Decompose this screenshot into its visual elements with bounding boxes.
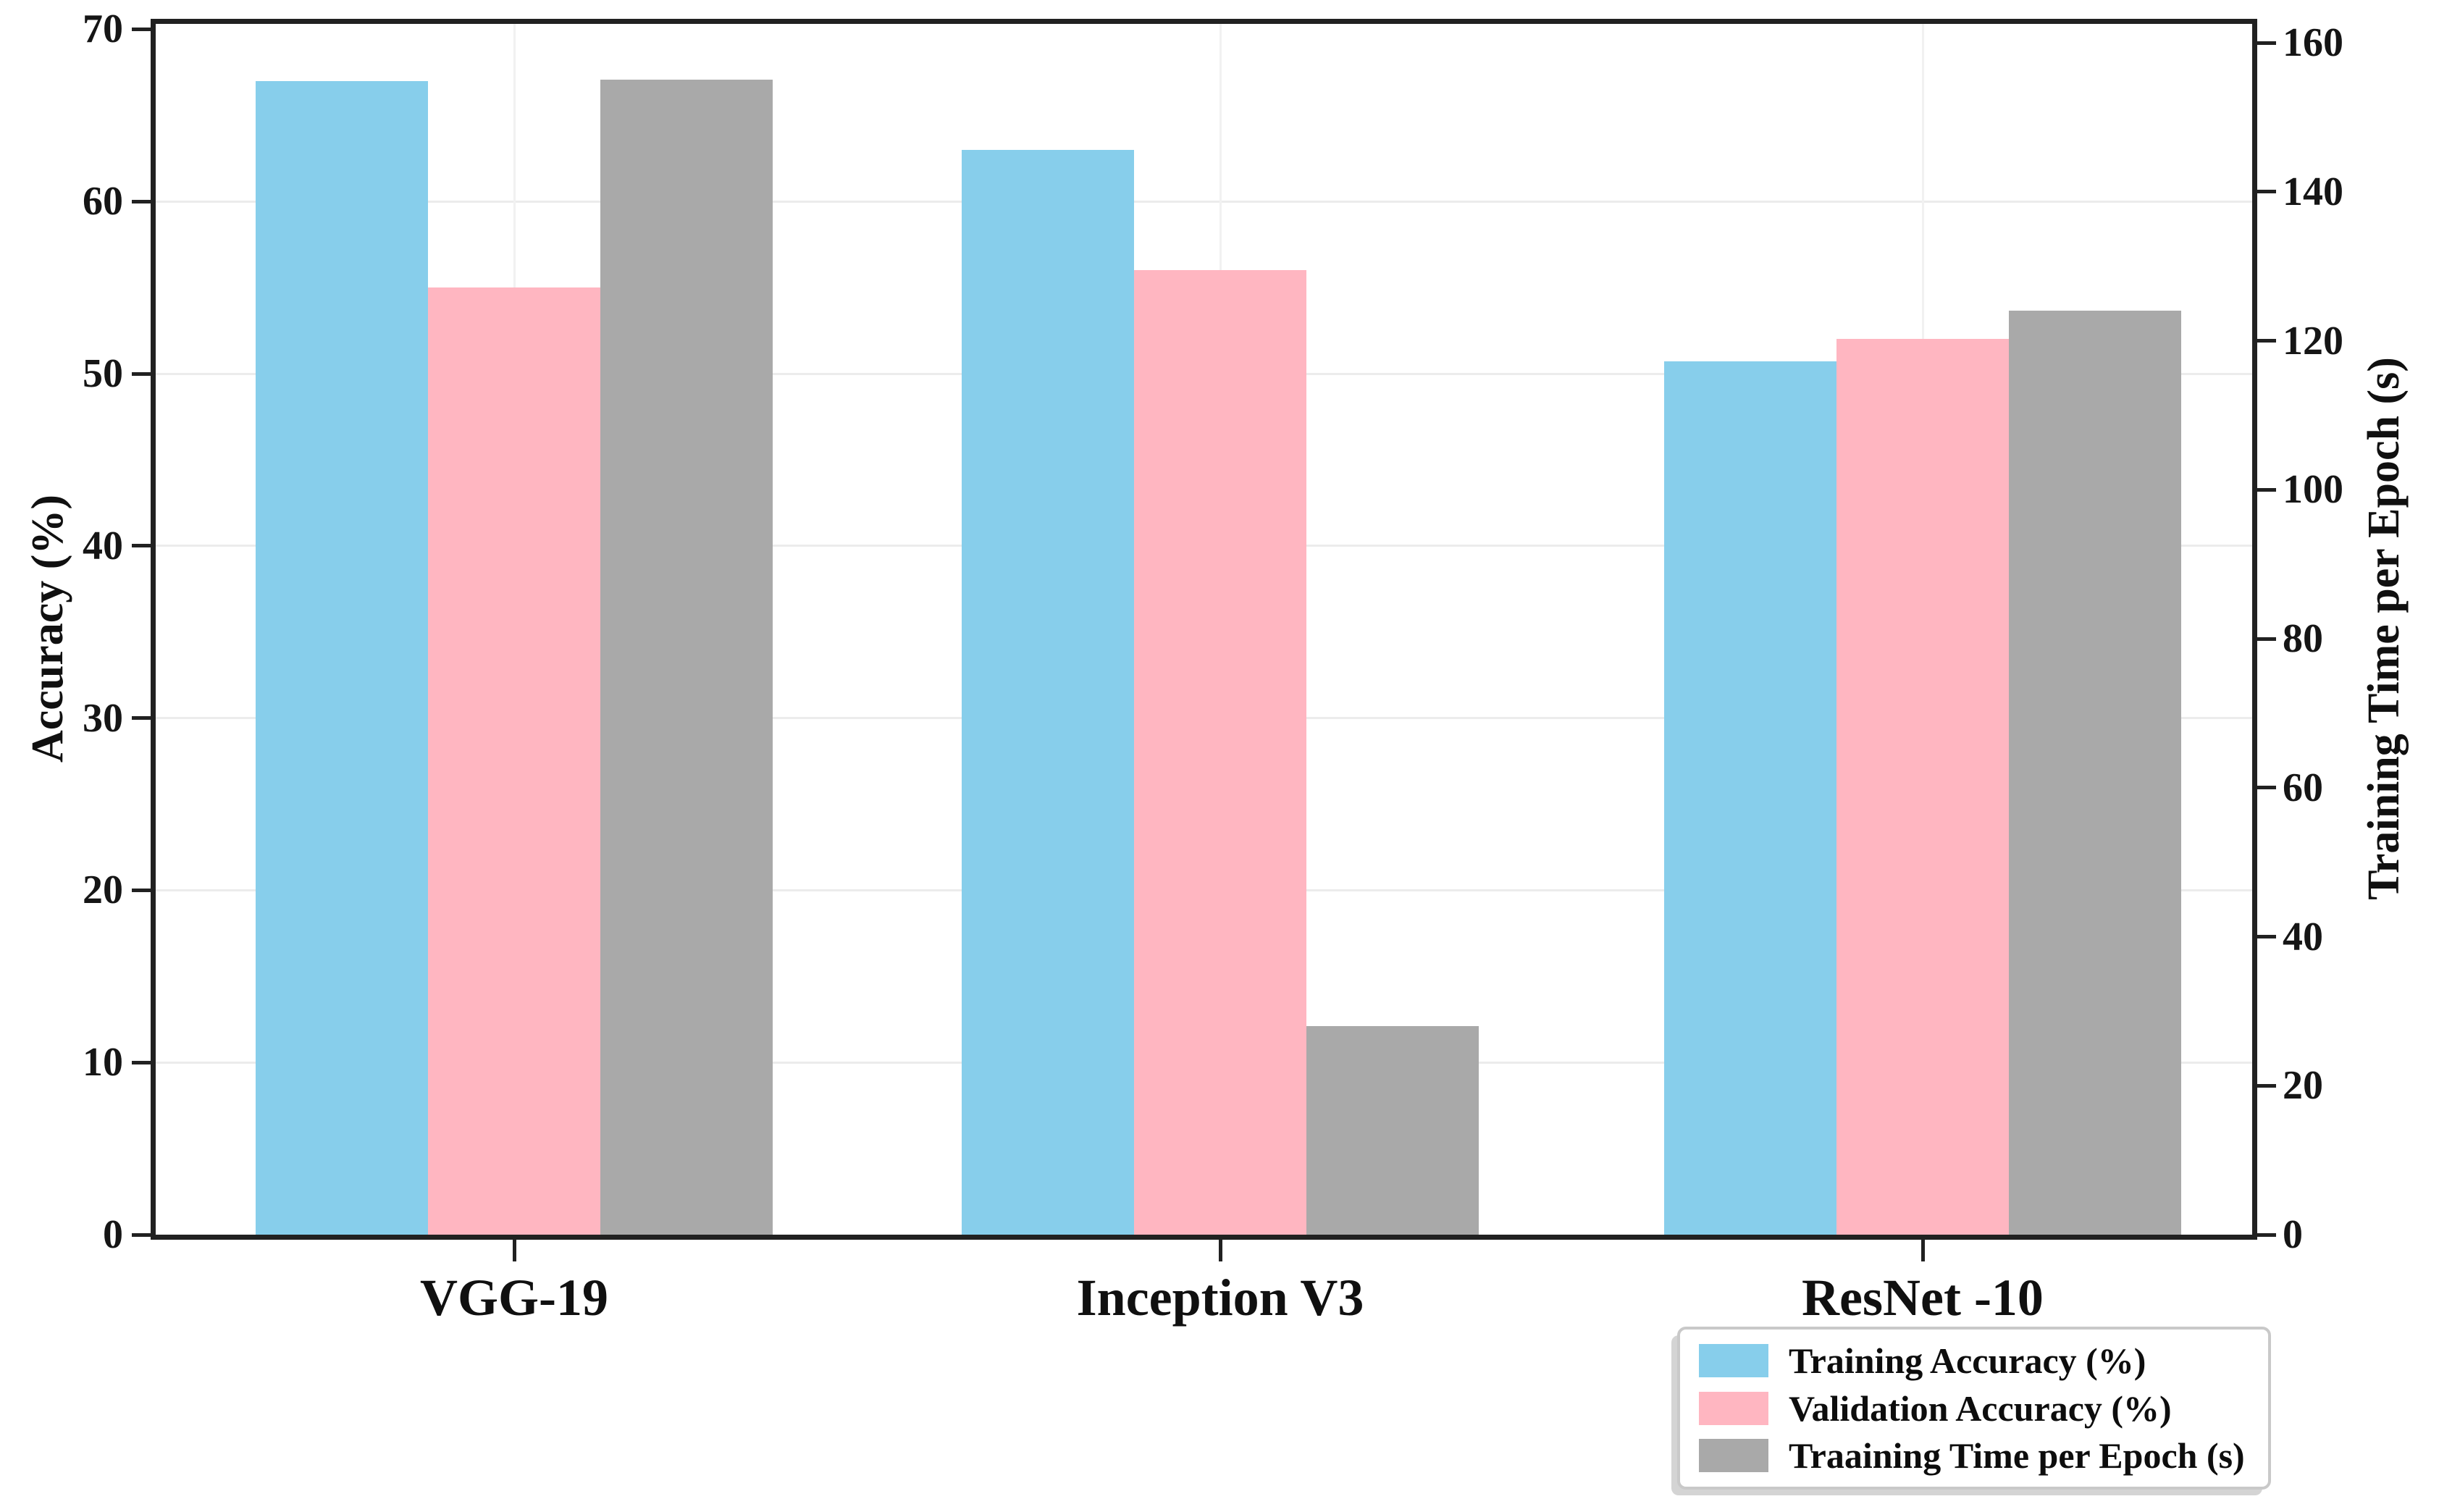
bar-resnet-10-validation-accuracy xyxy=(1836,339,2009,1235)
right-axis-tick-label-60: 60 xyxy=(2283,765,2323,810)
right-axis-tick-60 xyxy=(2257,786,2276,790)
right-axis-tick-label-40: 40 xyxy=(2283,914,2323,959)
bar-vgg-19-training-accuracy xyxy=(256,81,428,1235)
legend-label-validation-accuracy: Validation Accuracy (%) xyxy=(1789,1387,2172,1429)
x-axis-tick-resnet-10 xyxy=(1920,1240,1925,1261)
x-axis-tick-inception-v3 xyxy=(1218,1240,1222,1261)
legend-item-training-accuracy: Training Accuracy (%) xyxy=(1699,1337,2249,1385)
gridline-y-60 xyxy=(156,200,2252,203)
right-axis-title: Training Time per Epoch (s) xyxy=(2359,357,2409,900)
right-axis-tick-0 xyxy=(2257,1232,2276,1237)
right-axis-tick-label-100: 100 xyxy=(2283,467,2343,513)
left-axis-tick-label-10: 10 xyxy=(83,1040,123,1085)
left-axis-tick-60 xyxy=(132,199,151,203)
left-axis-tick-label-0: 0 xyxy=(103,1212,123,1257)
legend: Training Accuracy (%) Validation Accuracy… xyxy=(1677,1327,2271,1490)
left-axis-tick-label-60: 60 xyxy=(83,179,123,224)
right-axis-tick-100 xyxy=(2257,487,2276,492)
legend-item-validation-accuracy: Validation Accuracy (%) xyxy=(1699,1385,2249,1432)
legend-label-traaining-time-per-epoch-s: Traaining Time per Epoch (s) xyxy=(1789,1435,2245,1477)
right-axis-tick-160 xyxy=(2257,41,2276,45)
right-axis-tick-140 xyxy=(2257,190,2276,194)
left-axis-tick-50 xyxy=(132,371,151,376)
left-axis-tick-30 xyxy=(132,716,151,721)
left-axis-tick-10 xyxy=(132,1060,151,1064)
right-axis-tick-label-80: 80 xyxy=(2283,616,2323,661)
left-axis-tick-label-40: 40 xyxy=(83,523,123,568)
bar-resnet-10-training-accuracy xyxy=(1664,361,1836,1235)
legend-item-traaining-time-per-epoch-s: Traaining Time per Epoch (s) xyxy=(1699,1432,2249,1479)
left-axis-tick-label-70: 70 xyxy=(83,7,123,52)
x-tick-label-vgg-19: VGG-19 xyxy=(420,1269,608,1327)
right-axis-tick-label-20: 20 xyxy=(2283,1063,2323,1109)
right-axis-tick-120 xyxy=(2257,339,2276,343)
left-axis-title: Accuracy (%) xyxy=(23,494,72,763)
left-axis-tick-label-30: 30 xyxy=(83,695,123,741)
left-axis-tick-label-20: 20 xyxy=(83,868,123,913)
right-axis-tick-label-140: 140 xyxy=(2283,169,2343,214)
right-axis-tick-20 xyxy=(2257,1083,2276,1088)
right-axis-tick-40 xyxy=(2257,935,2276,938)
x-tick-label-resnet-10: ResNet -10 xyxy=(1802,1269,2044,1327)
bar-vgg-19-validation-accuracy xyxy=(428,287,600,1235)
bar-inception-v3-validation-accuracy xyxy=(1134,270,1306,1235)
left-axis-tick-label-50: 50 xyxy=(83,351,123,396)
left-axis-tick-20 xyxy=(132,888,151,892)
x-axis-tick-vgg-19 xyxy=(512,1240,516,1261)
bar-inception-v3-traaining-time-per-epoch-s xyxy=(1306,1026,1479,1235)
left-axis-tick-40 xyxy=(132,544,151,548)
legend-swatch-validation-accuracy xyxy=(1699,1391,1768,1425)
bar-resnet-10-traaining-time-per-epoch-s xyxy=(2009,311,2181,1235)
legend-label-training-accuracy: Training Accuracy (%) xyxy=(1789,1340,2146,1381)
bar-inception-v3-training-accuracy xyxy=(962,150,1134,1235)
bar-vgg-19-traaining-time-per-epoch-s xyxy=(600,80,773,1235)
right-axis-tick-80 xyxy=(2257,637,2276,641)
right-axis-tick-label-0: 0 xyxy=(2283,1212,2303,1257)
x-tick-label-inception-v3: Inception V3 xyxy=(1076,1269,1364,1327)
left-axis-tick-0 xyxy=(132,1232,151,1237)
right-axis-tick-label-160: 160 xyxy=(2283,20,2343,65)
right-axis-tick-label-120: 120 xyxy=(2283,318,2343,364)
legend-swatch-traaining-time-per-epoch-s xyxy=(1699,1439,1768,1473)
legend-swatch-training-accuracy xyxy=(1699,1343,1768,1377)
left-axis-tick-70 xyxy=(132,27,151,31)
